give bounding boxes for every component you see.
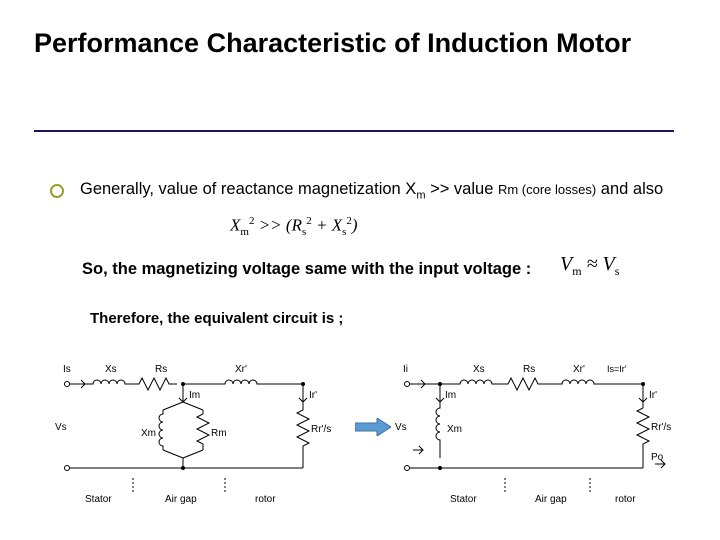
lbl-xm: Xm (141, 428, 156, 439)
p1-text-b: >> value (425, 180, 497, 198)
equation-1: Xm2 >> (Rs2 + Xs2) (230, 215, 358, 238)
p1-rm: Rm (core losses) (498, 182, 596, 197)
eq1-gt: >> (254, 216, 285, 235)
lbl-rm: Rm (211, 428, 227, 439)
eq1-xs-sub: s (342, 226, 346, 238)
eq2-vs-sub: s (615, 264, 620, 278)
rlbl-sec-stator: Stator (450, 494, 477, 505)
rlbl-xs: Xs (473, 364, 485, 375)
eq1-rs-sub: s (302, 226, 306, 238)
rlbl-rrs: Rr'/s (651, 422, 671, 433)
rlbl-vs: Vs (395, 422, 407, 433)
eq1-xm-sub: m (240, 226, 249, 238)
lbl-is: Is (63, 364, 71, 375)
right-circuit: Ii Im Xm Xs Rs Xr' Is=Ir' Ir' Rr'/s Po (395, 352, 685, 512)
eq2-vs: V (603, 253, 615, 275)
rlbl-ir: Ir' (649, 390, 657, 401)
lbl-rrs: Rr'/s (311, 424, 331, 435)
lbl-vs: Vs (55, 422, 67, 433)
rlbl-isir: Is=Ir' (607, 364, 627, 374)
eq1-rs: R (292, 216, 302, 235)
paragraph-1: Generally, value of reactance magnetizat… (80, 178, 680, 203)
lbl-xs: Xs (105, 364, 117, 375)
eq2-vm-sub: m (572, 264, 581, 278)
lbl-sec-airgap: Air gap (165, 494, 197, 505)
equation-2: Vm ≈ Vs (560, 253, 619, 279)
paragraph-2: So, the magnetizing voltage same with th… (82, 260, 531, 279)
lbl-sec-rotor: rotor (255, 494, 276, 505)
rlbl-ii: Ii (403, 364, 408, 375)
page-title: Performance Characteristic of Induction … (34, 28, 686, 59)
eq1-rp: ) (352, 216, 358, 235)
eq1-xs: X (332, 216, 342, 235)
arrow-icon (355, 418, 391, 436)
eq1-plus: + (312, 216, 332, 235)
eq2-approx: ≈ (582, 253, 603, 275)
left-circuit: Is Xs Rs Xr' Ir' Im Xm Rm (55, 352, 345, 512)
rlbl-xm: Xm (447, 424, 462, 435)
lbl-im: Im (189, 390, 200, 401)
lbl-ir: Ir' (309, 390, 317, 401)
rlbl-sec-rotor: rotor (615, 494, 636, 505)
eq2-vm: V (560, 253, 572, 275)
paragraph-3: Therefore, the equivalent circuit is ; (90, 310, 343, 327)
p1-text-a: Generally, value of reactance magnetizat… (80, 180, 416, 198)
rlbl-sec-airgap: Air gap (535, 494, 567, 505)
bullet-icon (50, 184, 64, 198)
lbl-xr: Xr' (235, 364, 247, 375)
title-rule (34, 130, 674, 132)
lbl-rs: Rs (155, 364, 167, 375)
eq1-xm: X (230, 216, 240, 235)
rlbl-im: Im (445, 390, 456, 401)
p1-text-c: and also (596, 180, 663, 198)
lbl-sec-stator: Stator (85, 494, 112, 505)
rlbl-rs: Rs (523, 364, 535, 375)
rlbl-xr: Xr' (573, 364, 585, 375)
